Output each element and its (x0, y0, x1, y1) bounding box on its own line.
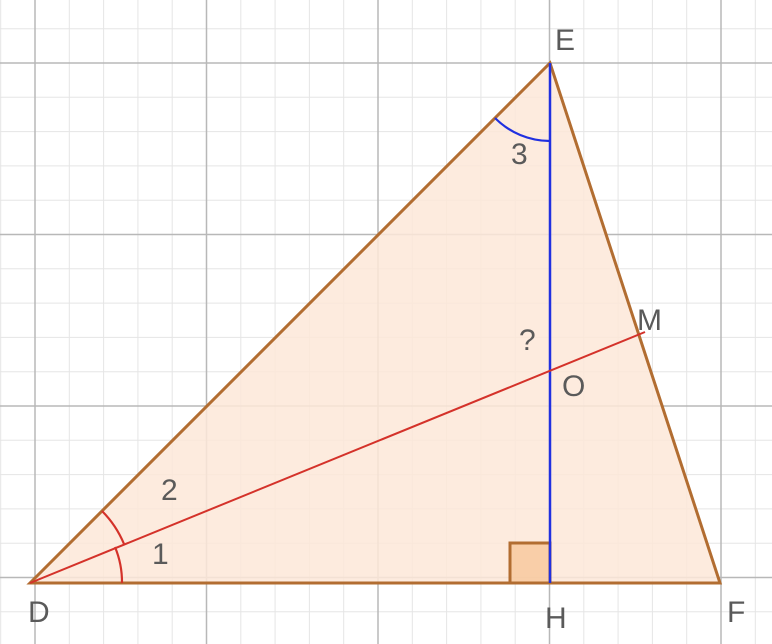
angle-label-1: 1 (152, 538, 169, 571)
label-D: D (28, 596, 50, 629)
label-O: O (562, 370, 585, 403)
label-H: H (545, 602, 567, 635)
label-F: F (727, 596, 745, 629)
angle-label-3: 3 (511, 138, 528, 171)
right-angle-marker (510, 543, 550, 583)
angle-label-2: 2 (161, 474, 178, 507)
label-M: M (637, 304, 662, 337)
triangle-fill (30, 63, 720, 583)
angle-label-?: ? (519, 324, 536, 357)
label-E: E (555, 24, 575, 57)
geometry-diagram: D E F H M O 1 2 3? (0, 0, 772, 644)
